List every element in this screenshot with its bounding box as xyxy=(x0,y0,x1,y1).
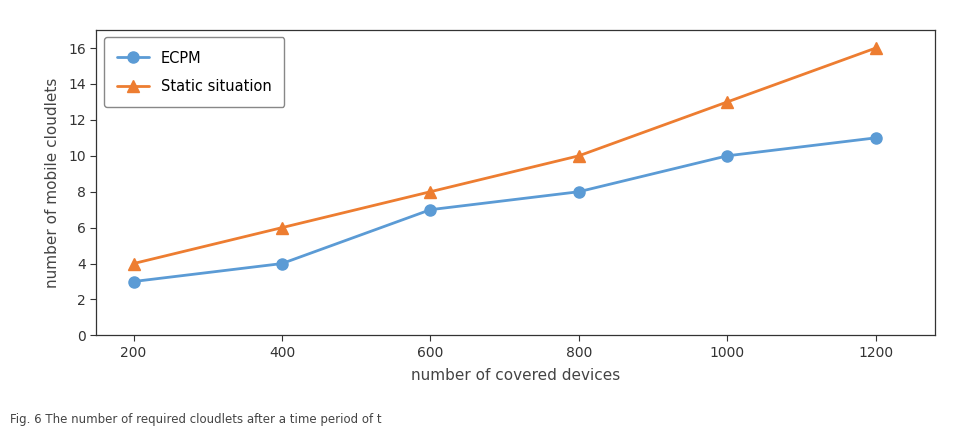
Static situation xyxy=(870,46,881,51)
ECPM xyxy=(127,279,139,284)
ECPM xyxy=(721,153,733,158)
Static situation xyxy=(424,189,436,194)
Static situation xyxy=(127,261,139,266)
Static situation xyxy=(276,225,287,230)
Static situation xyxy=(573,153,584,158)
Line: Static situation: Static situation xyxy=(128,43,881,269)
Text: Fig. 6 The number of required cloudlets after a time period of t: Fig. 6 The number of required cloudlets … xyxy=(10,413,382,426)
Line: ECPM: ECPM xyxy=(128,132,881,287)
Legend: ECPM, Static situation: ECPM, Static situation xyxy=(104,37,284,107)
Y-axis label: number of mobile cloudlets: number of mobile cloudlets xyxy=(45,77,60,288)
ECPM xyxy=(870,135,881,141)
ECPM xyxy=(573,189,584,194)
ECPM xyxy=(424,207,436,212)
X-axis label: number of covered devices: number of covered devices xyxy=(411,368,621,383)
ECPM xyxy=(276,261,287,266)
Static situation xyxy=(721,99,733,104)
